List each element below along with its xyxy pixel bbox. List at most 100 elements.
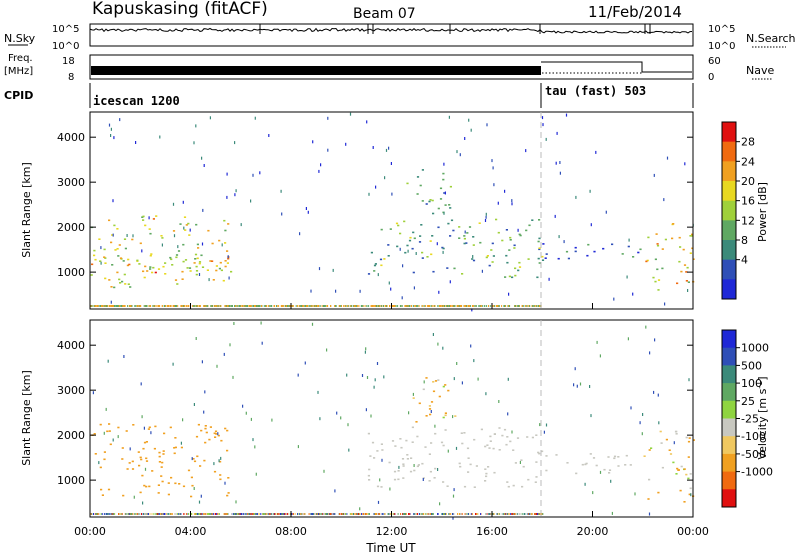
ground-scatter-cell bbox=[445, 305, 447, 307]
ground-scatter-cell bbox=[534, 305, 536, 307]
heatmap-cell bbox=[142, 219, 145, 221]
cpid-label: CPID bbox=[4, 89, 33, 102]
heatmap-cell bbox=[545, 253, 548, 255]
heatmap-cell bbox=[637, 251, 640, 254]
scatter-cell bbox=[639, 421, 641, 425]
heatmap-cell bbox=[369, 455, 372, 457]
ground-scatter-cell bbox=[406, 305, 408, 307]
ground-scatter-cell bbox=[537, 305, 539, 307]
ground-scatter-cell bbox=[127, 305, 129, 307]
scatter-cell bbox=[161, 243, 163, 247]
heatmap-cell bbox=[412, 271, 415, 274]
ground-scatter-cell bbox=[490, 513, 492, 515]
power-panel-frame bbox=[89, 111, 694, 310]
scatter-cell bbox=[240, 223, 242, 227]
ground-scatter-cell bbox=[306, 305, 308, 307]
heatmap-cell bbox=[522, 465, 525, 468]
heatmap-cell bbox=[218, 267, 221, 270]
heatmap-cell bbox=[458, 226, 461, 228]
heatmap-cell bbox=[388, 461, 391, 464]
heatmap-cell bbox=[152, 266, 155, 269]
scatter-cell bbox=[198, 273, 201, 276]
velocity-panel-frame bbox=[89, 319, 694, 518]
scatter-cell bbox=[365, 408, 367, 412]
ground-scatter-cell bbox=[334, 513, 336, 515]
heatmap-cell bbox=[434, 467, 437, 470]
heatmap-cell bbox=[514, 267, 517, 270]
ground-scatter-cell bbox=[316, 513, 318, 515]
heatmap-cell bbox=[512, 484, 515, 487]
scatter-cell bbox=[183, 226, 185, 230]
ground-scatter-cell bbox=[110, 513, 112, 515]
ground-scatter-cell bbox=[212, 513, 214, 515]
scatter-cell bbox=[227, 255, 229, 259]
ground-scatter-cell bbox=[146, 305, 148, 307]
colorbar-tick-label: 25 bbox=[741, 395, 755, 408]
heatmap-cell bbox=[671, 237, 674, 240]
heatmap-cell bbox=[430, 253, 433, 256]
ground-scatter-cell bbox=[128, 305, 130, 307]
scatter-cell bbox=[443, 162, 445, 166]
scatter-cell bbox=[223, 352, 225, 356]
heatmap-cell bbox=[217, 434, 220, 437]
scatter-cell bbox=[372, 146, 374, 149]
heatmap-cell bbox=[475, 465, 478, 467]
ground-scatter-cell bbox=[297, 513, 298, 515]
scatter-cell bbox=[447, 449, 449, 453]
ground-scatter-cell bbox=[220, 305, 222, 307]
ground-scatter-cell bbox=[240, 305, 242, 307]
ground-scatter-cell bbox=[251, 513, 253, 515]
heatmap-cell bbox=[145, 460, 149, 462]
heatmap-cell bbox=[506, 261, 509, 264]
scatter-cell bbox=[217, 432, 219, 436]
heatmap-cell bbox=[692, 439, 695, 441]
scatter-cell bbox=[539, 423, 541, 427]
colorbar-tick-label: 100 bbox=[741, 377, 762, 390]
heatmap-cell bbox=[491, 261, 494, 263]
heatmap-cell bbox=[124, 283, 127, 285]
heatmap-cell bbox=[421, 251, 424, 254]
heatmap-cell bbox=[406, 454, 409, 456]
nave-label: Nave bbox=[746, 64, 774, 77]
ground-scatter-cell bbox=[350, 513, 352, 515]
scatter-cell bbox=[366, 376, 369, 379]
ground-scatter-cell bbox=[310, 513, 312, 515]
heatmap-cell bbox=[514, 462, 517, 464]
heatmap-cell bbox=[680, 465, 683, 468]
ground-scatter-cell bbox=[121, 513, 123, 515]
heatmap-cell bbox=[144, 265, 147, 268]
ground-scatter-cell bbox=[250, 305, 251, 307]
heatmap-cell bbox=[463, 432, 466, 434]
heatmap-cell bbox=[207, 229, 210, 232]
scatter-cell bbox=[390, 162, 392, 165]
heatmap-cell bbox=[175, 256, 178, 259]
heatmap-cell bbox=[657, 491, 660, 494]
heatmap-cell bbox=[167, 493, 170, 496]
ground-scatter-cell bbox=[356, 513, 358, 515]
colorbar-frame bbox=[721, 121, 737, 300]
heatmap-cell bbox=[137, 451, 140, 453]
ground-scatter-cell bbox=[443, 513, 445, 515]
heatmap-cell bbox=[486, 255, 489, 257]
ground-scatter-cell bbox=[526, 305, 528, 307]
ground-scatter-cell bbox=[232, 513, 234, 515]
heatmap-cell bbox=[111, 234, 114, 236]
heatmap-cell bbox=[527, 478, 530, 481]
heatmap-cell bbox=[151, 470, 154, 472]
heatmap-cell bbox=[119, 282, 122, 284]
heatmap-cell bbox=[466, 447, 470, 450]
heatmap-cell bbox=[408, 239, 412, 242]
ground-scatter-cell bbox=[93, 305, 95, 307]
ground-scatter-cell bbox=[145, 513, 147, 515]
heatmap-cell bbox=[493, 471, 496, 474]
scatter-cell bbox=[613, 297, 615, 301]
heatmap-cell bbox=[114, 249, 117, 251]
ground-scatter-cell bbox=[135, 305, 137, 307]
ground-scatter-cell bbox=[151, 513, 153, 515]
ground-scatter-cell bbox=[198, 513, 200, 515]
scatter-cell bbox=[422, 478, 424, 481]
ground-scatter-cell bbox=[311, 513, 313, 515]
scatter-cell bbox=[377, 500, 380, 504]
ground-scatter-cell bbox=[287, 305, 289, 307]
ground-scatter-cell bbox=[207, 305, 209, 307]
